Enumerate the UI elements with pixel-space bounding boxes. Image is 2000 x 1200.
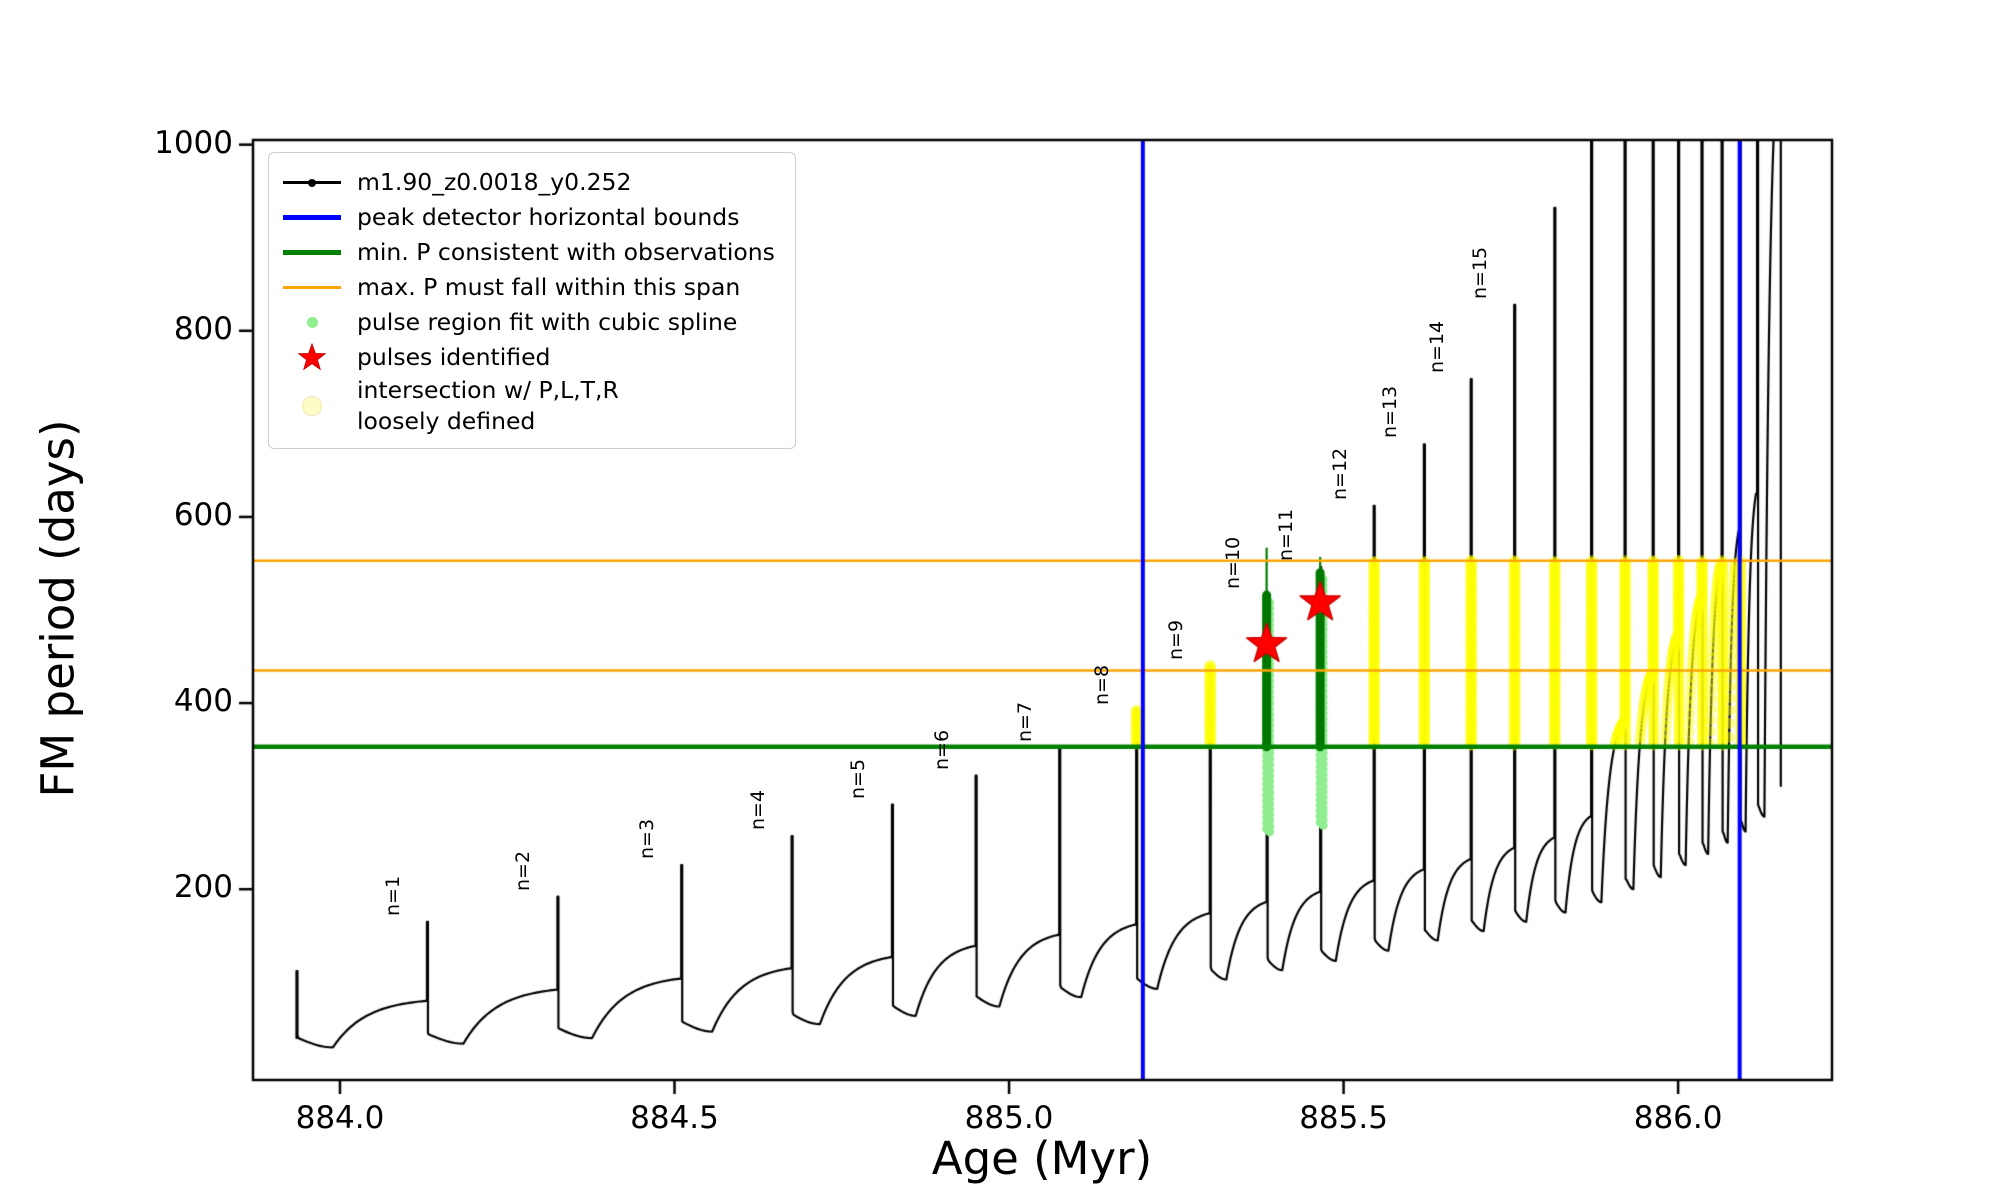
pulse-number-label: n=10 [1221,536,1244,590]
y-tick-label: 800 [173,310,233,347]
pulse-number-label: n=15 [1469,246,1492,299]
legend-label: min. P consistent with observations [357,238,775,267]
x-tick-label: 884.5 [630,1100,719,1136]
pulse-number-label: n=4 [746,790,769,831]
legend-item: peak detector horizontal bounds [283,200,775,235]
pulse-number-label: n=7 [1014,701,1037,742]
legend-item: pulse region fit with cubic spline [283,305,775,340]
pulse-number-label: n=9 [1164,619,1187,660]
x-tick-label: 885.5 [1299,1100,1388,1136]
legend-item: m1.90_z0.0018_y0.252 [283,165,775,200]
legend-label: peak detector horizontal bounds [357,203,740,232]
track-line-icon [283,178,341,187]
x-tick-label: 884.0 [295,1100,385,1136]
y-tick-label: 1000 [154,124,233,161]
x-tick-label: 885.0 [964,1100,1054,1136]
pulse-number-label: n=5 [846,758,869,799]
pulse-number-label: n=1 [381,875,404,916]
legend-item: pulses identified [283,340,775,375]
green-minp-icon [283,250,341,255]
pulse-number-label: n=14 [1425,321,1448,374]
orange-span-icon [283,286,341,289]
y-tick-label: 400 [173,683,233,720]
pulse-number-label: n=13 [1378,386,1401,439]
legend-item: intersection w/ P,L,T,R loosely defined [283,375,775,436]
pulse-number-label: n=3 [636,818,659,859]
pulse-number-label: n=6 [930,729,953,770]
legend-item: min. P consistent with observations [283,235,775,270]
pulse-number-label: n=12 [1328,447,1351,500]
pulse-number-label: n=2 [512,850,535,891]
pulse-number-label: n=8 [1091,664,1114,705]
legend-item: max. P must fall within this span [283,270,775,305]
x-tick-label: 886.0 [1633,1100,1723,1136]
legend-label: pulse region fit with cubic spline [357,308,738,337]
pulse-star-icon [283,342,341,373]
legend-label: max. P must fall within this span [357,273,741,302]
spline-dot-icon [283,317,341,328]
y-tick-label: 600 [173,496,233,533]
pulse-number-label: n=11 [1275,509,1298,562]
legend-label: intersection w/ P,L,T,R loosely defined [357,376,619,435]
legend-label: m1.90_z0.0018_y0.252 [357,168,632,197]
x-axis-label: Age (Myr) [931,1132,1153,1185]
blue-bound-icon [283,215,341,220]
y-axis-label: FM period (days) [31,419,85,798]
intersection-dot-icon [283,395,341,416]
legend-label: pulses identified [357,343,551,372]
y-tick-label: 200 [173,869,233,906]
